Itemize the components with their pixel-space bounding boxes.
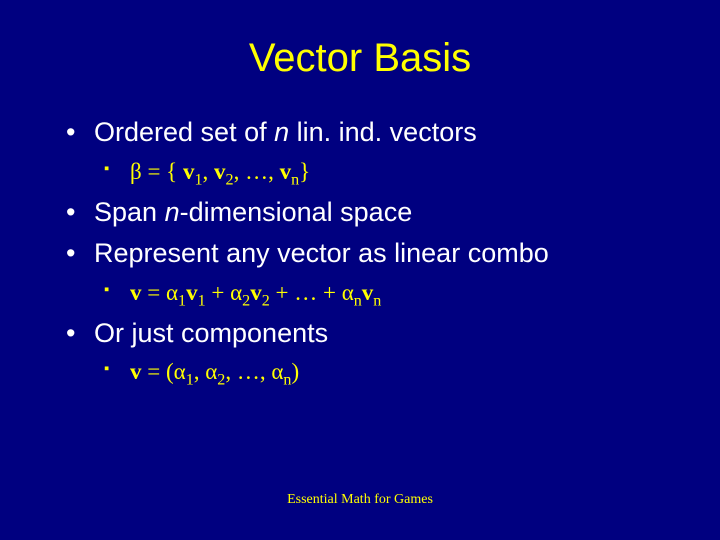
sub-bullet-item: β = { v1, v2, …, vn} xyxy=(104,157,672,187)
bullet-item: Ordered set of n lin. ind. vectors xyxy=(66,115,672,151)
slide-title: Vector Basis xyxy=(48,36,672,81)
sub-bullet-item: v = α1v1 + α2v2 + … + αnvn xyxy=(104,278,672,308)
slide-footer: Essential Math for Games xyxy=(0,492,720,508)
sub-bullet-list: β = { v1, v2, …, vn} xyxy=(66,157,672,187)
bullet-item: Represent any vector as linear combo xyxy=(66,236,672,272)
bullet-list: Ordered set of n lin. ind. vectors β = { … xyxy=(48,115,672,387)
sub-bullet-item: v = (α1, α2, …, αn) xyxy=(104,357,672,387)
bullet-item: Or just components xyxy=(66,316,672,352)
sub-bullet-list: v = α1v1 + α2v2 + … + αnvn xyxy=(66,278,672,308)
sub-bullet-list: v = (α1, α2, …, αn) xyxy=(66,357,672,387)
bullet-item: Span n-dimensional space xyxy=(66,195,672,231)
slide: Vector Basis Ordered set of n lin. ind. … xyxy=(0,0,720,540)
